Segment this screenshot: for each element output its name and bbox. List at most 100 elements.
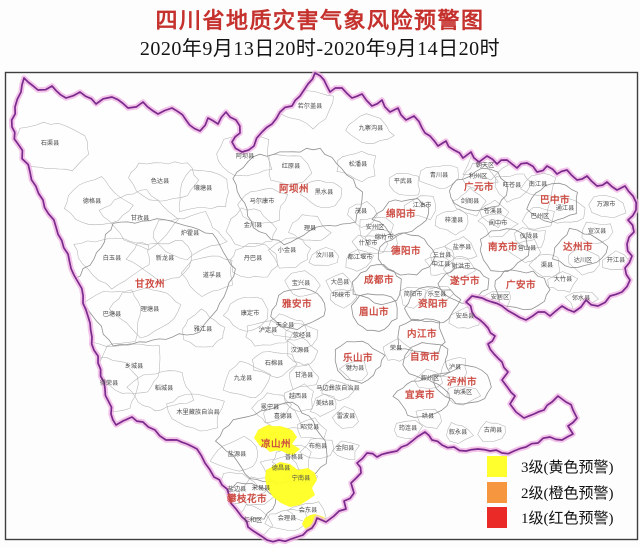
county-cell <box>288 214 332 241</box>
county-label: 丹巴县 <box>244 255 263 262</box>
prefecture-label: 广元市 <box>464 181 494 193</box>
county-label: 德昌县 <box>272 464 291 472</box>
prefecture-boundary <box>526 182 578 223</box>
county-label: 冕宁县 <box>261 403 280 411</box>
county-label: 旺苍县 <box>503 181 522 189</box>
county-cell <box>325 272 353 295</box>
county-cell <box>332 440 360 460</box>
county-label: 邻水县 <box>572 294 591 302</box>
county-cell <box>479 199 510 229</box>
prefecture-boundary <box>552 227 609 269</box>
county-cell <box>394 420 423 441</box>
county-cell <box>126 370 195 412</box>
county-label: 乐至县 <box>428 290 447 298</box>
county-label: 九寨沟县 <box>359 124 384 132</box>
county-cell <box>267 237 312 269</box>
county-label: 康定市 <box>241 309 260 317</box>
county-label: 荥经县 <box>293 331 312 339</box>
county-label: 盐边县 <box>228 485 247 493</box>
county-cell <box>152 211 228 261</box>
prefecture-label: 泸州市 <box>447 376 477 388</box>
prefecture-label: 内江市 <box>407 328 437 340</box>
county-label: 雷波县 <box>337 412 356 420</box>
county-cell <box>209 435 258 472</box>
prefecture-label: 巴中市 <box>540 194 570 206</box>
county-cell <box>166 393 225 432</box>
prefecture-label: 德阳市 <box>391 245 421 257</box>
county-label: 简阳市 <box>404 290 423 298</box>
prefecture-label: 绵阳市 <box>386 208 416 220</box>
county-cell <box>321 379 355 402</box>
county-cell <box>251 351 298 379</box>
county-label: 越西县 <box>289 392 308 400</box>
risk-legend: 3级(黄色预警) 2级(橙色预警) 1级(红色预警) <box>487 456 614 533</box>
county-cell <box>507 239 542 263</box>
county-label: 犍为县 <box>346 364 365 372</box>
county-label: 巴州区 <box>531 213 550 220</box>
prefecture-label: 眉山市 <box>359 306 389 318</box>
county-cell <box>98 189 179 251</box>
county-cell <box>125 240 193 282</box>
county-label: 宣汉县 <box>588 227 607 235</box>
county-cell <box>443 256 476 280</box>
county-cell <box>418 165 459 190</box>
county-label: 射洪市 <box>452 262 471 270</box>
county-label: 叙永县 <box>449 428 468 436</box>
prefecture-label: 达州市 <box>563 241 593 253</box>
county-label: 天全县 <box>276 321 295 329</box>
county-cell <box>264 508 308 532</box>
county-label: 雅江县 <box>194 325 213 333</box>
prefecture-label: 遂宁市 <box>450 275 480 287</box>
county-label: 白玉县 <box>103 254 122 262</box>
county-label: 安岳县 <box>456 312 475 320</box>
county-cell <box>347 201 378 228</box>
county-label: 宝兴县 <box>292 279 311 287</box>
county-cell <box>182 308 226 348</box>
county-cell <box>514 227 546 249</box>
county-cell <box>63 176 134 226</box>
county-label: 黑水县 <box>315 188 334 196</box>
prefecture-boundary <box>69 218 236 347</box>
county-label: 泸县 <box>449 363 461 371</box>
county-cell <box>229 243 278 279</box>
county-label: 德格县 <box>83 197 102 205</box>
county-cell <box>345 113 395 144</box>
county-cell <box>216 133 273 177</box>
county-label: 仁和区 <box>244 516 263 524</box>
legend-item-undefined: 2级(橙色预警) <box>487 481 614 503</box>
page-title: 四川省地质灾害气象风险预警图 <box>155 8 485 33</box>
county-label: 金阳县 <box>336 444 355 452</box>
county-cell <box>287 337 319 367</box>
county-label: 阆中市 <box>489 219 508 227</box>
county-cell <box>331 405 359 429</box>
county-label: 米易县 <box>252 484 271 492</box>
county-cell <box>424 286 455 307</box>
county-label: 松潘县 <box>349 160 368 168</box>
prefecture-label: 宜宾市 <box>405 389 435 401</box>
legend-item-undefined: 1级(红色预警) <box>487 507 614 528</box>
prefecture-boundary <box>402 342 451 379</box>
county-cell <box>73 237 150 290</box>
prefecture-boundary <box>494 269 551 311</box>
legend-swatch <box>487 507 507 528</box>
county-label: 乡城县 <box>125 363 144 370</box>
province-area <box>11 73 637 542</box>
county-label: 什邡市 <box>359 239 378 247</box>
county-cell <box>382 338 414 362</box>
county-label: 开江县 <box>607 257 626 264</box>
county-cell <box>434 208 469 236</box>
county-label: 荣县 <box>390 344 402 352</box>
county-label: 大邑县 <box>331 278 350 286</box>
county-cell <box>268 154 313 185</box>
county-cell <box>222 360 271 398</box>
prefecture-boundary <box>404 286 462 324</box>
county-cell <box>351 234 389 256</box>
date-range-subtitle: 2020年9月13日20时-2020年9月14日20时 <box>139 38 501 60</box>
county-cell <box>547 271 579 293</box>
prefecture-boundary <box>449 167 508 212</box>
county-label: 布拖县 <box>309 442 328 450</box>
prefecture-boundary <box>371 198 430 237</box>
county-cell <box>446 422 474 444</box>
county-cell <box>345 249 374 272</box>
county-label: 石渠县 <box>41 139 60 147</box>
